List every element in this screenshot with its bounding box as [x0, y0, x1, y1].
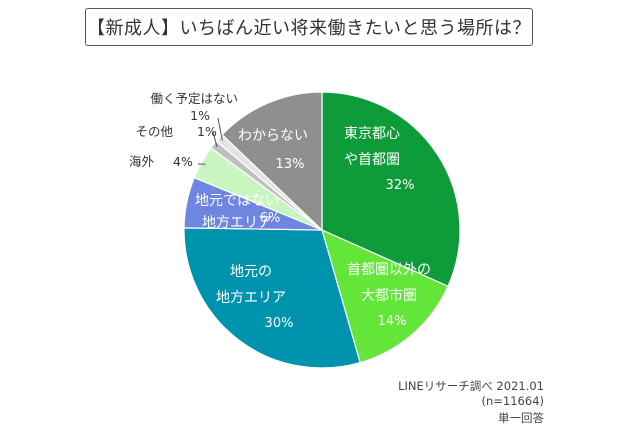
slice-label: 地方エリア — [216, 290, 286, 306]
source-credit: LINEリサーチ調べ 2021.01 — [398, 379, 544, 393]
slice-label: や首都圏 — [344, 152, 400, 168]
slice-label: 働く予定はない — [150, 91, 238, 106]
slice-label: わからない — [238, 128, 308, 144]
slice-value: 4% — [173, 154, 193, 169]
slice-label: 首都圏以外の — [347, 262, 431, 278]
pie-slice — [221, 91, 323, 232]
slice-value: 13% — [276, 157, 305, 172]
slice-value: 14% — [378, 314, 407, 329]
slice-label: 海外 — [129, 154, 155, 169]
slice-label: 地元ではない — [195, 193, 279, 209]
chart-title: 【新成人】いちばん近い将来働きたいと思う場所は？ — [85, 8, 533, 46]
pie-slice — [321, 91, 461, 288]
slice-value: 6% — [260, 211, 281, 226]
slice-value: 30% — [265, 316, 294, 331]
slice-value: 1% — [190, 108, 210, 123]
leader-line — [217, 117, 223, 141]
slice-label: その他 — [135, 124, 173, 139]
slice-label: 大都市圏 — [361, 287, 417, 304]
slice-label: 東京都心 — [344, 126, 400, 142]
slice-label: 地方エリア — [202, 215, 272, 231]
slice-label: 地元の — [230, 264, 272, 280]
answer-type: 単一回答 — [498, 411, 544, 425]
pie-slice — [321, 228, 449, 364]
slice-value: 32% — [386, 178, 415, 193]
sample-size: (n=11664) — [481, 394, 544, 408]
pie-slice — [183, 227, 361, 369]
leader-line — [212, 131, 218, 148]
slice-value: 1% — [197, 124, 217, 139]
